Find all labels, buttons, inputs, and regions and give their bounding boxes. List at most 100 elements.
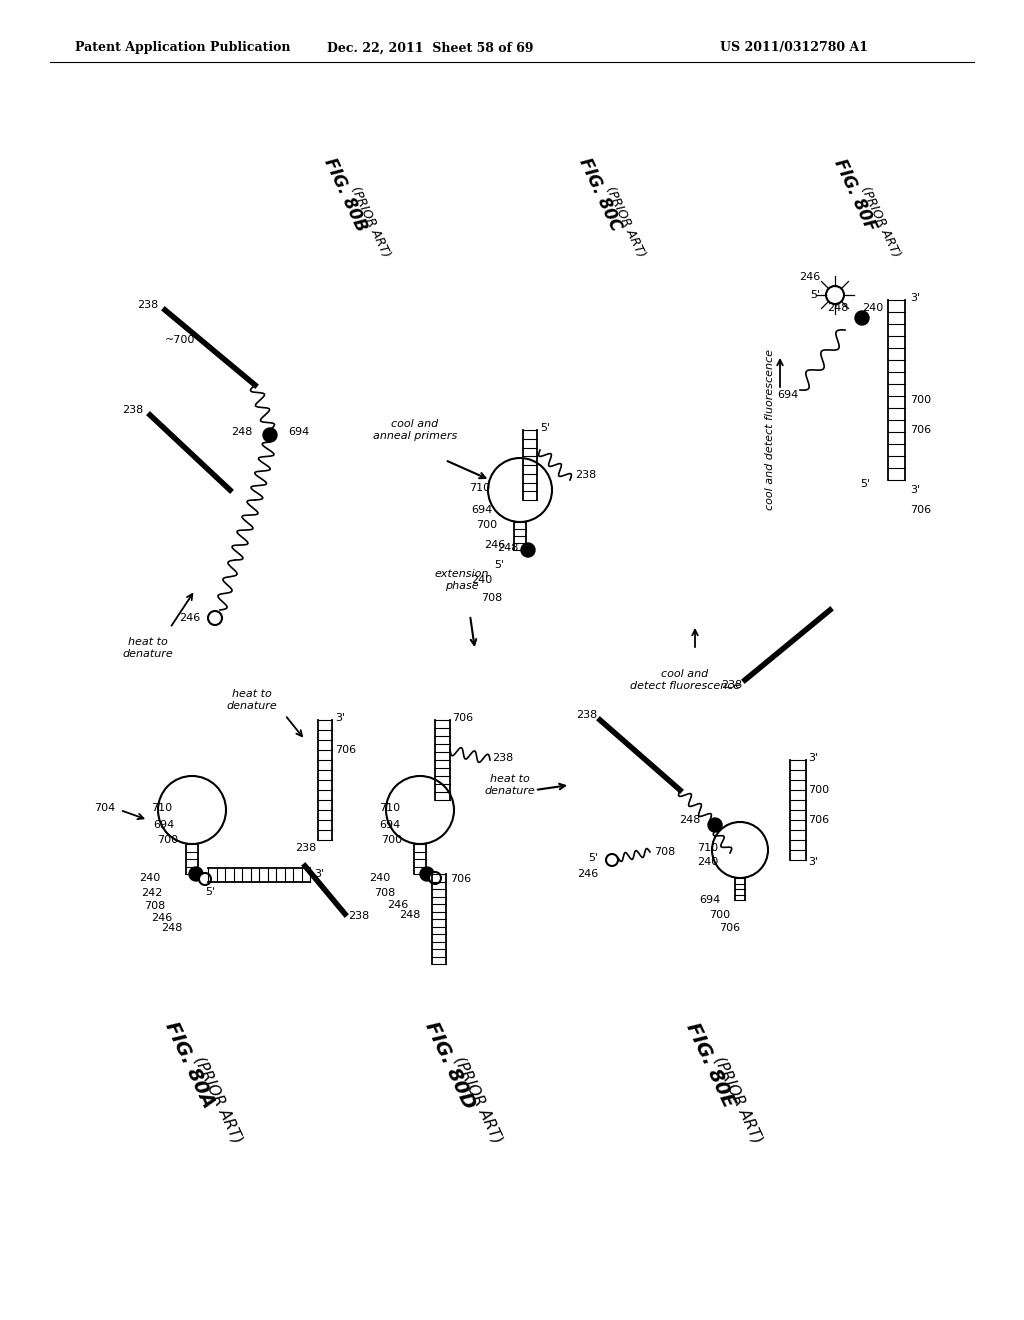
Text: 694: 694 <box>471 506 492 515</box>
Text: heat to
denature: heat to denature <box>484 775 536 796</box>
Text: 5': 5' <box>810 290 820 300</box>
Circle shape <box>208 611 222 624</box>
Text: 240: 240 <box>138 873 160 883</box>
Text: 710: 710 <box>379 803 400 813</box>
Text: US 2011/0312780 A1: US 2011/0312780 A1 <box>720 41 868 54</box>
Text: 238: 238 <box>122 405 143 414</box>
Text: FIG. 80B: FIG. 80B <box>321 156 370 235</box>
Text: FIG. 80A: FIG. 80A <box>162 1019 218 1111</box>
Text: (PRIOR ART): (PRIOR ART) <box>858 185 902 260</box>
Text: 240: 240 <box>369 873 390 883</box>
Text: 3': 3' <box>910 293 921 304</box>
Circle shape <box>521 543 535 557</box>
Text: 248: 248 <box>826 304 848 313</box>
Circle shape <box>712 822 768 878</box>
Text: 248: 248 <box>398 909 420 920</box>
Circle shape <box>429 873 441 884</box>
Text: cool and
detect fluorescence: cool and detect fluorescence <box>630 669 740 690</box>
Text: 708: 708 <box>374 888 395 898</box>
Text: 5': 5' <box>860 479 870 488</box>
Text: FIG. 80D: FIG. 80D <box>422 1018 478 1111</box>
Text: 246: 246 <box>179 612 200 623</box>
Text: 706: 706 <box>910 506 931 515</box>
Text: heat to
denature: heat to denature <box>123 638 173 659</box>
Text: 246: 246 <box>799 272 820 282</box>
Text: FIG. 80C: FIG. 80C <box>575 156 625 235</box>
Text: 708: 708 <box>143 902 165 911</box>
Text: 700: 700 <box>381 836 402 845</box>
Text: 238: 238 <box>295 843 316 853</box>
Text: 238: 238 <box>348 911 370 921</box>
Text: 708: 708 <box>654 847 675 857</box>
Text: 246: 246 <box>151 913 172 923</box>
Text: 3': 3' <box>808 752 818 763</box>
Text: cool and
anneal primers: cool and anneal primers <box>373 420 457 441</box>
Text: 3': 3' <box>335 713 345 723</box>
Text: 700: 700 <box>910 395 931 405</box>
Text: 246: 246 <box>577 869 598 879</box>
Text: 240: 240 <box>471 576 492 585</box>
Text: 704: 704 <box>94 803 115 813</box>
Text: 248: 248 <box>161 923 182 933</box>
Text: 694: 694 <box>698 895 720 906</box>
Text: 706: 706 <box>719 923 740 933</box>
Text: 5': 5' <box>494 560 504 570</box>
Text: 708: 708 <box>480 593 502 603</box>
Text: 238: 238 <box>575 470 596 480</box>
Text: 5': 5' <box>205 887 215 898</box>
Text: 240: 240 <box>696 857 718 867</box>
Circle shape <box>189 867 203 880</box>
Text: 694: 694 <box>379 820 400 830</box>
Text: 248: 248 <box>230 426 252 437</box>
Text: ~700: ~700 <box>165 335 195 345</box>
Text: 238: 238 <box>137 300 158 310</box>
Circle shape <box>488 458 552 521</box>
Text: 706: 706 <box>450 874 471 884</box>
Circle shape <box>386 776 454 843</box>
Text: Patent Application Publication: Patent Application Publication <box>75 41 291 54</box>
Text: FIG. 80F: FIG. 80F <box>830 156 880 234</box>
Text: FIG. 80E: FIG. 80E <box>682 1019 738 1110</box>
Text: 706: 706 <box>335 744 356 755</box>
Text: 238: 238 <box>721 680 742 690</box>
Text: 700: 700 <box>476 520 497 531</box>
Circle shape <box>420 867 434 880</box>
Text: 710: 710 <box>469 483 490 492</box>
Text: 3': 3' <box>314 869 325 879</box>
Text: 694: 694 <box>777 389 798 400</box>
Circle shape <box>708 818 722 832</box>
Text: 700: 700 <box>709 909 730 920</box>
Text: (PRIOR ART): (PRIOR ART) <box>712 1055 765 1146</box>
Text: 3': 3' <box>910 484 921 495</box>
Text: 240: 240 <box>862 304 884 313</box>
Text: (PRIOR ART): (PRIOR ART) <box>452 1055 505 1146</box>
Text: 242: 242 <box>140 888 162 898</box>
Text: 248: 248 <box>497 543 518 553</box>
Text: 238: 238 <box>575 710 597 719</box>
Circle shape <box>826 286 844 304</box>
Text: 700: 700 <box>808 785 829 795</box>
Text: (PRIOR ART): (PRIOR ART) <box>191 1055 245 1146</box>
Text: 700: 700 <box>157 836 178 845</box>
Circle shape <box>263 428 278 442</box>
Circle shape <box>606 854 618 866</box>
Text: 248: 248 <box>679 814 700 825</box>
Text: 706: 706 <box>910 425 931 436</box>
Circle shape <box>855 312 869 325</box>
Text: (PRIOR ART): (PRIOR ART) <box>603 185 647 260</box>
Text: 5': 5' <box>540 422 550 433</box>
Circle shape <box>199 873 211 884</box>
Text: Dec. 22, 2011  Sheet 58 of 69: Dec. 22, 2011 Sheet 58 of 69 <box>327 41 534 54</box>
Text: 710: 710 <box>151 803 172 813</box>
Text: extension
phase: extension phase <box>435 569 489 591</box>
Text: heat to
denature: heat to denature <box>226 689 278 710</box>
Text: (PRIOR ART): (PRIOR ART) <box>348 185 392 260</box>
Text: 694: 694 <box>153 820 174 830</box>
Text: cool and detect fluorescence: cool and detect fluorescence <box>765 350 775 511</box>
Text: 706: 706 <box>452 713 473 723</box>
Text: 3': 3' <box>808 857 818 867</box>
Circle shape <box>158 776 226 843</box>
Text: 238: 238 <box>492 752 513 763</box>
Text: 706: 706 <box>808 814 829 825</box>
Text: 710: 710 <box>697 843 718 853</box>
